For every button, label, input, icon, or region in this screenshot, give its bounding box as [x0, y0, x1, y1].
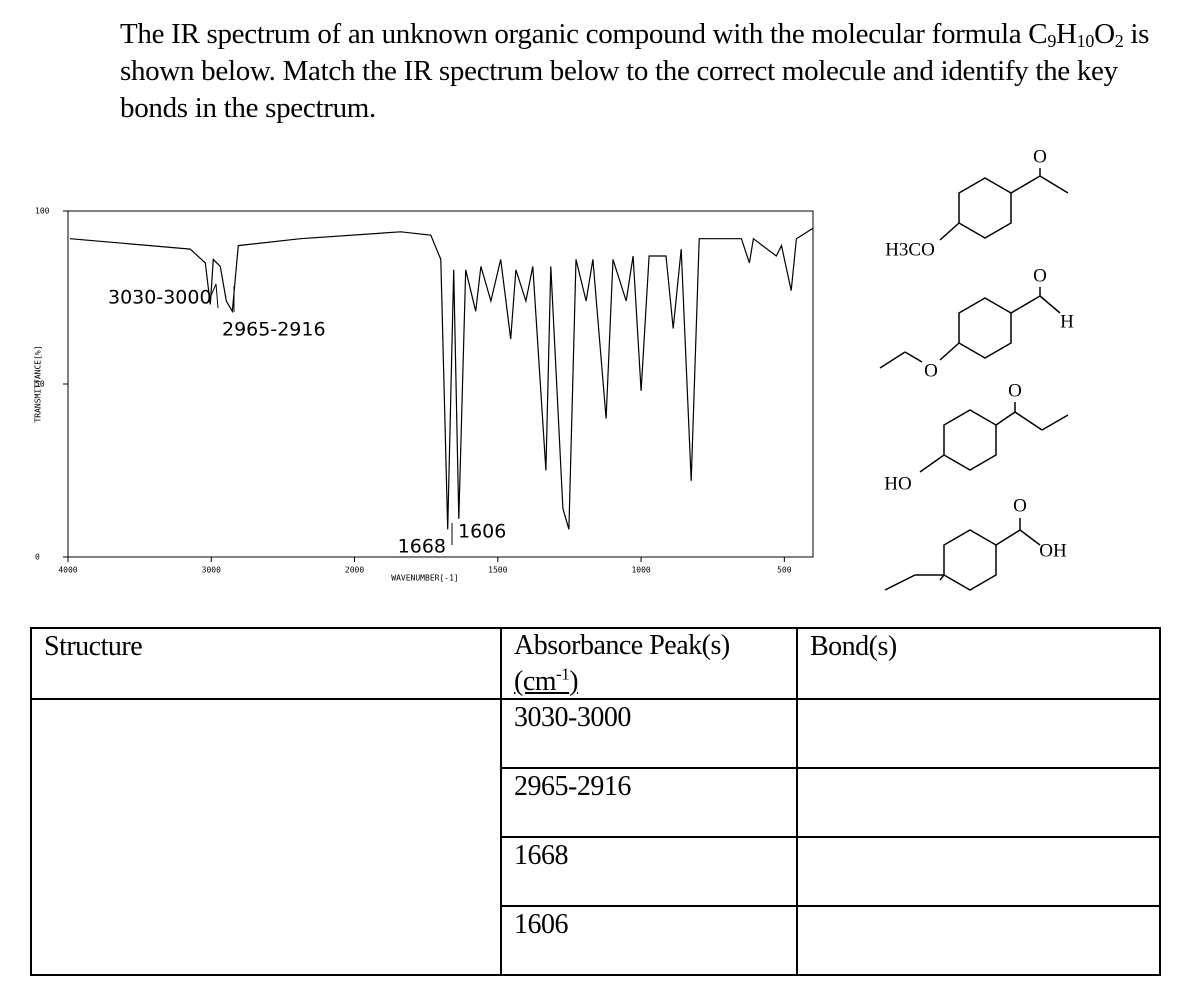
x-tick-label: 1000: [631, 566, 650, 575]
y-tick-label: 0: [35, 553, 40, 562]
atom-label: O: [1013, 495, 1027, 516]
x-tick-label: 3000: [202, 566, 221, 575]
spectrum-trace: [69, 227, 814, 530]
question: The IR spectrum of an unknown organic co…: [120, 16, 1160, 127]
answer-table: Structure Absorbance Peak(s) (cm-1) Bond(…: [30, 626, 1161, 977]
atom-label: O: [1008, 380, 1022, 401]
peak-annotation: 2965-2916: [222, 319, 326, 341]
structures: [879, 168, 1069, 591]
x-tick-label: 500: [777, 566, 792, 575]
header: Absorbance Peak(s): [514, 630, 730, 661]
formula-part: 10: [1076, 31, 1095, 51]
y-axis-label: TRANSMITTANCE[%]: [34, 345, 43, 422]
header-cell: Absorbance Peak(s) (cm-1): [500, 626, 798, 701]
peak-annotation: 3030-3000: [108, 287, 212, 309]
formula-part: O: [1094, 18, 1115, 50]
header-cell: Bond(s): [796, 626, 1161, 701]
atom-label: O: [1033, 265, 1047, 286]
y-tick-label: 50: [35, 380, 45, 389]
header-unit: (cm-1): [514, 665, 579, 698]
atom-label: OH: [1039, 540, 1067, 561]
y-tick-label: 100: [35, 207, 50, 216]
question-text: is shown below. Match the IR spectrum be…: [120, 18, 1150, 124]
atom-label: H: [1060, 311, 1074, 332]
atom-label: O: [924, 360, 938, 381]
cell: 3030-3000: [500, 698, 798, 770]
formula-part: C: [1028, 18, 1048, 50]
cell: 2965-2916: [500, 767, 798, 839]
cell: 1668: [500, 836, 798, 908]
formula-part: H: [1056, 18, 1077, 50]
header: -1: [556, 665, 570, 684]
atom-label: H3CO: [885, 239, 935, 260]
leader: [209, 283, 219, 309]
cell: [796, 698, 1161, 770]
x-tick-label: 4000: [58, 566, 77, 575]
cell: [796, 836, 1161, 908]
x-tick-label: 1500: [488, 566, 507, 575]
x-tick-label: 2000: [345, 566, 364, 575]
formula: C9H10O2: [1028, 18, 1123, 50]
formula-part: 2: [1114, 31, 1124, 51]
formula-part: 9: [1047, 31, 1057, 51]
peak-annotation: 1606: [458, 521, 506, 543]
header: Structure: [44, 631, 143, 662]
cell: [796, 905, 1161, 977]
peak-annotation: 1668: [398, 536, 446, 558]
header: (cm: [514, 666, 557, 698]
cell: 1606: [500, 905, 798, 977]
cell: [796, 767, 1161, 839]
question-text: The IR spectrum of an unknown organic co…: [120, 18, 1029, 50]
cell: [30, 698, 502, 977]
x-axis-label: WAVENUMBER[-1]: [391, 574, 458, 583]
header: ): [569, 666, 579, 698]
atom-label: O: [1033, 146, 1047, 167]
header: Bond(s): [810, 631, 897, 662]
spectrum: O H3CO O H O O HO O OH 4000 3000 2000 1500 1…: [34, 146, 1074, 591]
atom-label: HO: [884, 473, 911, 494]
header-cell: Structure: [30, 626, 502, 701]
